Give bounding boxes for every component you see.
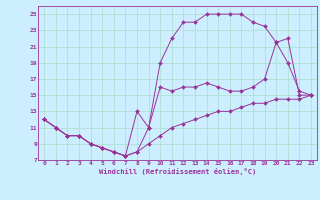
X-axis label: Windchill (Refroidissement éolien,°C): Windchill (Refroidissement éolien,°C) (99, 168, 256, 175)
